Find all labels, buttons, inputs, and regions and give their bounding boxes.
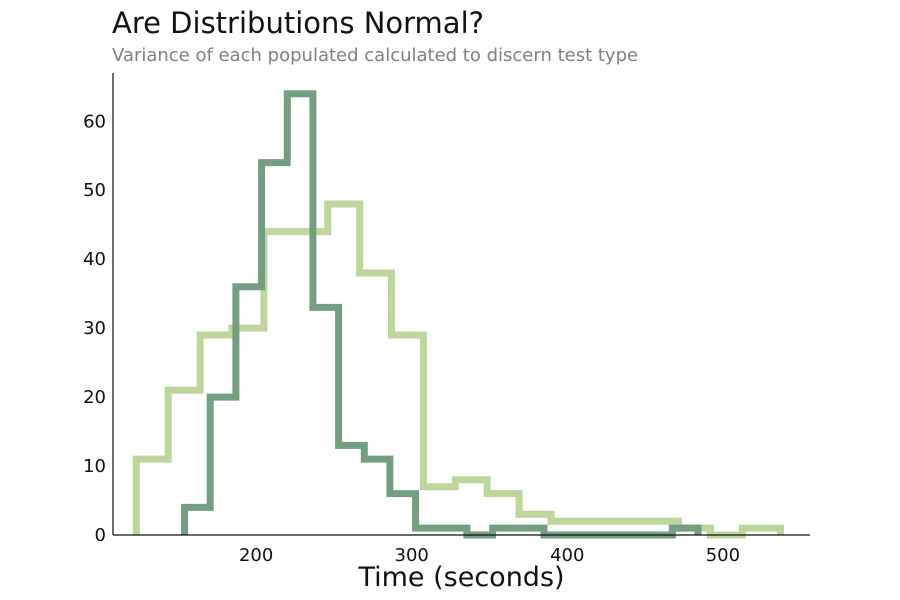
y-tick-label: 40 bbox=[83, 249, 106, 270]
x-tick-label: 500 bbox=[706, 545, 740, 566]
y-tick-label: 30 bbox=[83, 318, 106, 339]
x-tick-label: 300 bbox=[395, 545, 429, 566]
chart-title: Are Distributions Normal? bbox=[112, 6, 485, 40]
series-layer bbox=[132, 90, 784, 539]
x-axis-ticks: 200 300 400 500 bbox=[239, 545, 740, 566]
y-tick-label: 60 bbox=[83, 111, 106, 132]
y-tick-label: 0 bbox=[95, 525, 106, 546]
x-tick-label: 400 bbox=[550, 545, 584, 566]
y-tick-label: 50 bbox=[83, 180, 106, 201]
y-tick-label: 10 bbox=[83, 456, 106, 477]
y-tick-label: 20 bbox=[83, 387, 106, 408]
y-axis-ticks: 0 10 20 30 40 50 60 bbox=[83, 111, 106, 546]
chart-subtitle: Variance of each populated calculated to… bbox=[112, 45, 639, 66]
x-tick-label: 200 bbox=[239, 545, 273, 566]
x-axis-label: Time (seconds) bbox=[357, 562, 564, 593]
